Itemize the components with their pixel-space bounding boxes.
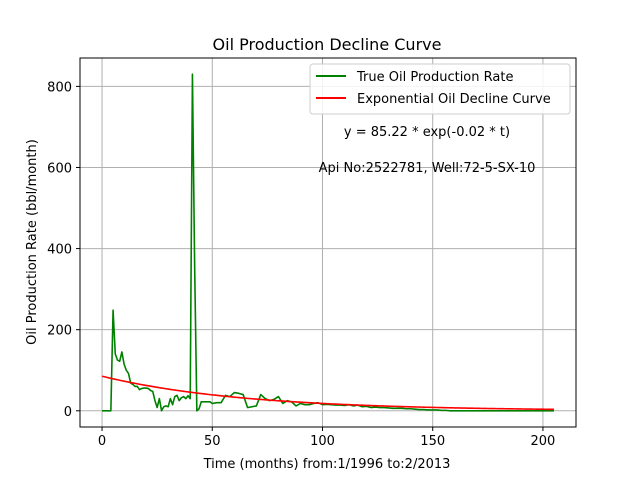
- y-tick-label: 200: [47, 324, 72, 339]
- plot-frame: [79, 57, 577, 428]
- x-tick-label: 0: [98, 434, 106, 449]
- y-tick-label: 400: [47, 243, 72, 258]
- legend: True Oil Production Rate Exponential Oil…: [309, 63, 571, 115]
- legend-label-true-rate: True Oil Production Rate: [356, 70, 513, 85]
- y-axis-label: Oil Production Rate (bbl/month): [25, 139, 40, 345]
- plot-series: [101, 73, 554, 412]
- y-tick-label: 0: [64, 405, 72, 420]
- x-tick-label: 200: [531, 434, 556, 449]
- true-production-rate-line: [102, 73, 554, 412]
- x-axis-label: Time (months) from:1/1996 to:2/2013: [203, 457, 451, 472]
- y-tick-label: 600: [47, 161, 72, 176]
- x-tick-label: 100: [310, 434, 335, 449]
- y-tick-label: 800: [47, 80, 72, 95]
- fit-equation-annotation: y = 85.22 * exp(-0.02 * t): [344, 125, 510, 140]
- exponential-decline-curve-line: [101, 375, 554, 411]
- x-tick-label: 50: [204, 434, 221, 449]
- axis-ticks: 0 50 100 150 200 0 200 400 600 800: [47, 80, 555, 449]
- legend-box: [309, 63, 571, 115]
- chart-title: Oil Production Decline Curve: [213, 35, 442, 54]
- x-tick-label: 150: [420, 434, 445, 449]
- legend-label-decline-curve: Exponential Oil Decline Curve: [357, 92, 551, 107]
- well-info-annotation: Api No:2522781, Well:72-5-SX-10: [319, 161, 536, 176]
